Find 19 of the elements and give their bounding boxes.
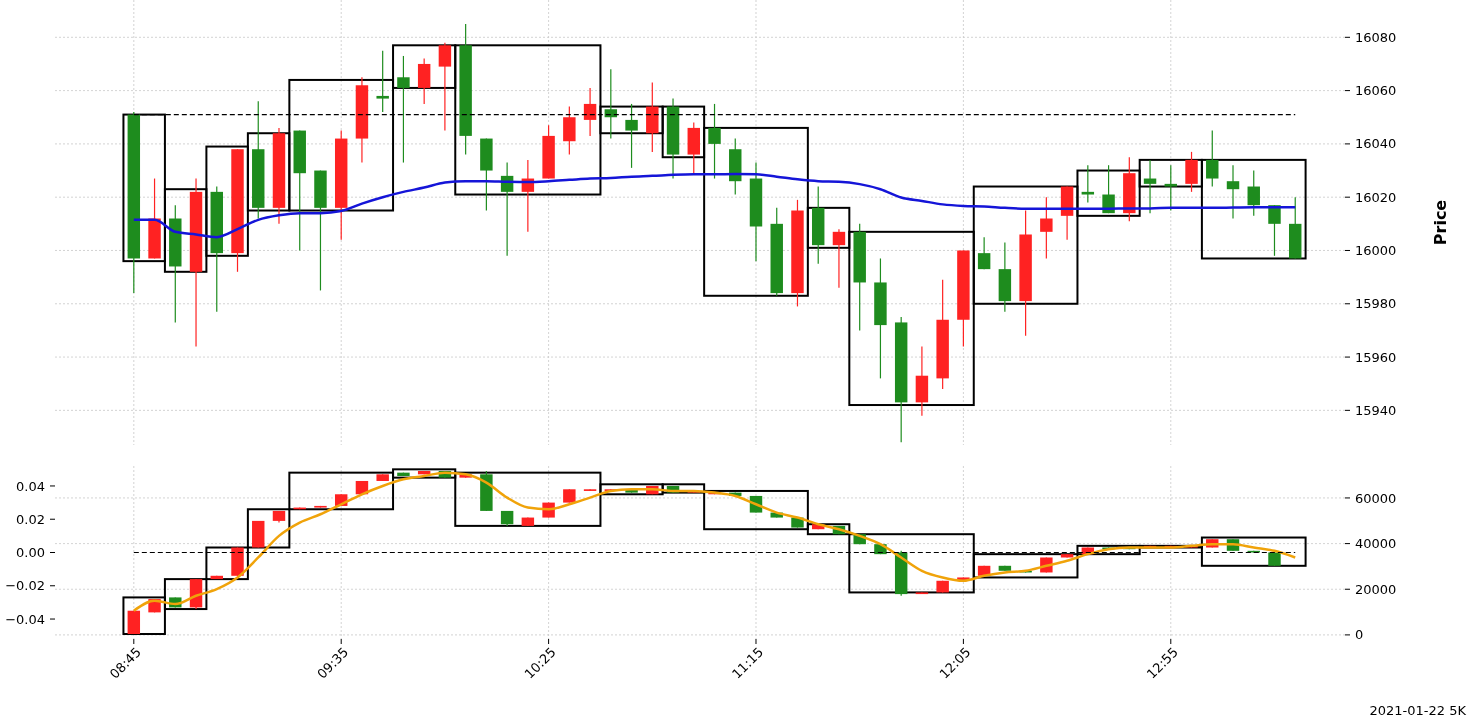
y-tick-label: 16040 [1355, 136, 1397, 152]
y-axis-title: Price [1431, 199, 1450, 246]
y2-tick-label: 0 [1355, 627, 1364, 643]
y-tick-label: −0.04 [5, 611, 45, 627]
y-tick-label: −0.02 [5, 578, 45, 594]
y-tick-label: 16060 [1355, 83, 1397, 99]
y-tick-label: 16020 [1355, 189, 1397, 205]
y-tick-label: 0.02 [16, 511, 45, 527]
y2-tick-label: 20000 [1355, 581, 1397, 597]
y2-tick-label: 40000 [1355, 536, 1397, 552]
y-tick-label: 16080 [1355, 29, 1397, 45]
y-tick-label: 16000 [1355, 243, 1397, 259]
y-tick-label: 0.04 [16, 478, 45, 494]
y2-tick-label: 60000 [1355, 490, 1397, 506]
y-tick-label: 15940 [1355, 402, 1397, 418]
y-tick-label: 0.00 [16, 545, 45, 561]
text: 2021-01-22 5K [1369, 703, 1467, 718]
y-tick-label: 15960 [1355, 349, 1397, 365]
y-tick-label: 15980 [1355, 296, 1397, 312]
